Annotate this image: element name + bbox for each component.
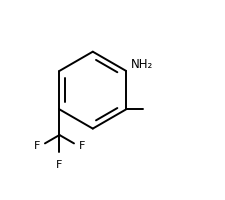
- Text: F: F: [79, 141, 86, 151]
- Text: F: F: [56, 160, 63, 170]
- Text: F: F: [34, 141, 40, 151]
- Text: NH₂: NH₂: [131, 58, 153, 71]
